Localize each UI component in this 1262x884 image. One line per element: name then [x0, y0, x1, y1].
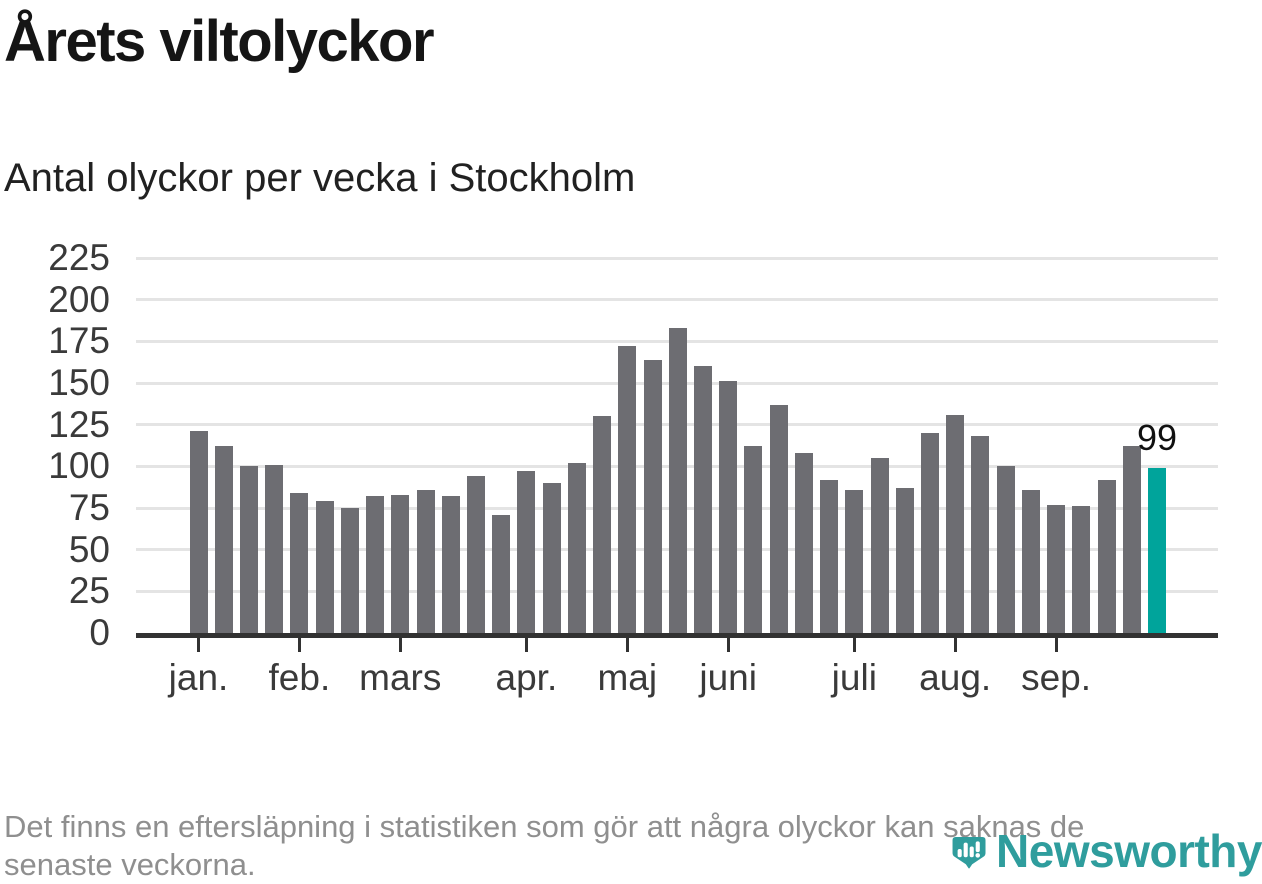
x-tick-jan	[197, 638, 200, 652]
y-axis-label-200: 200	[48, 278, 110, 320]
bar-week-1	[189, 431, 208, 633]
bar-week-4	[265, 464, 284, 633]
month-label-aug: aug.	[919, 657, 992, 698]
highlight-bar-value-label: 99	[1136, 417, 1177, 458]
bar-week-10	[416, 489, 435, 633]
x-axis-line	[136, 633, 1218, 638]
y-axis-label-125: 125	[48, 403, 110, 445]
bar-week-11	[441, 496, 460, 633]
x-tick-mars	[398, 638, 402, 652]
bar-week-13	[492, 514, 511, 633]
newsworthy-logo: Newsworthy	[950, 826, 1262, 879]
bar-week-26	[820, 479, 839, 633]
x-tick-sep	[1054, 638, 1058, 652]
bar-week-34	[1021, 489, 1040, 633]
x-tick-maj	[625, 638, 629, 652]
y-axis-label-150: 150	[48, 362, 110, 403]
x-tick-juli	[852, 638, 856, 652]
bar-week-37	[1097, 479, 1116, 633]
bar-week-27	[845, 489, 864, 633]
chart-footnote: Det finns en eftersläpning i statistiken…	[4, 808, 1084, 884]
month-label-mars: mars	[359, 657, 442, 698]
y-axis-label-50: 50	[68, 528, 110, 570]
gridline-200	[136, 298, 1218, 302]
x-tick-aug	[953, 638, 957, 652]
bar-week-2	[214, 446, 233, 633]
bar-week-21	[693, 366, 712, 633]
bar-week-25	[794, 453, 813, 633]
month-label-maj: maj	[597, 657, 658, 698]
bar-week-28	[870, 458, 889, 633]
bar-week-9	[391, 494, 410, 633]
y-axis-label-100: 100	[48, 445, 110, 487]
bar-week-3	[239, 466, 258, 633]
bar-week-23	[744, 446, 763, 633]
bar-week-22	[719, 381, 738, 633]
gridline-225	[136, 256, 1218, 260]
bar-week-6	[315, 501, 334, 633]
y-axis-label-25: 25	[68, 570, 110, 612]
bar-week-15	[542, 483, 561, 633]
bar-week-29	[895, 488, 914, 633]
logo-wordmark: Newsworthy	[996, 825, 1262, 877]
bar-week-5	[290, 493, 309, 633]
bar-week-14	[517, 471, 536, 633]
bar-week-17	[593, 416, 612, 633]
bar-week-38	[1122, 446, 1141, 633]
y-axis-label-0: 0	[89, 612, 110, 653]
bar-week-24	[769, 404, 788, 633]
bar-week-7	[340, 508, 359, 633]
y-axis-label-75: 75	[68, 487, 110, 528]
chart-subtitle: Antal olyckor per vecka i Stockholm	[4, 156, 636, 200]
bar-week-16	[567, 463, 586, 633]
bar-week-32	[971, 436, 990, 633]
newsworthy-bubble-chart-icon	[952, 836, 986, 869]
x-tick-feb	[297, 638, 301, 652]
y-axis-label-175: 175	[48, 320, 110, 362]
footnote-line-1: Det finns en eftersläpning i statistiken…	[4, 809, 1085, 844]
month-label-juli: juli	[831, 657, 877, 698]
bar-week-33	[996, 466, 1015, 633]
bar-week-18	[618, 346, 637, 633]
page-title: Årets viltolyckor	[4, 9, 435, 74]
bar-week-19	[643, 359, 662, 633]
bar-week-35	[1047, 504, 1066, 633]
bar-week-31	[946, 414, 965, 633]
month-label-apr: apr.	[495, 657, 558, 698]
bar-week-8	[366, 496, 385, 633]
bar-week-36	[1072, 506, 1091, 633]
month-label-sep: sep.	[1021, 657, 1092, 698]
month-label-juni: juni	[699, 657, 757, 698]
bar-week-39	[1147, 468, 1166, 633]
bar-week-20	[668, 328, 687, 633]
x-tick-juni	[726, 638, 730, 652]
month-label-feb: feb.	[268, 657, 331, 698]
bar-week-12	[466, 476, 485, 633]
month-label-jan: jan.	[168, 657, 229, 698]
x-tick-apr	[524, 638, 528, 652]
bar-week-30	[920, 433, 939, 633]
footnote-line-2: senaste veckorna.	[4, 847, 256, 882]
y-axis-label-225: 225	[48, 237, 110, 278]
